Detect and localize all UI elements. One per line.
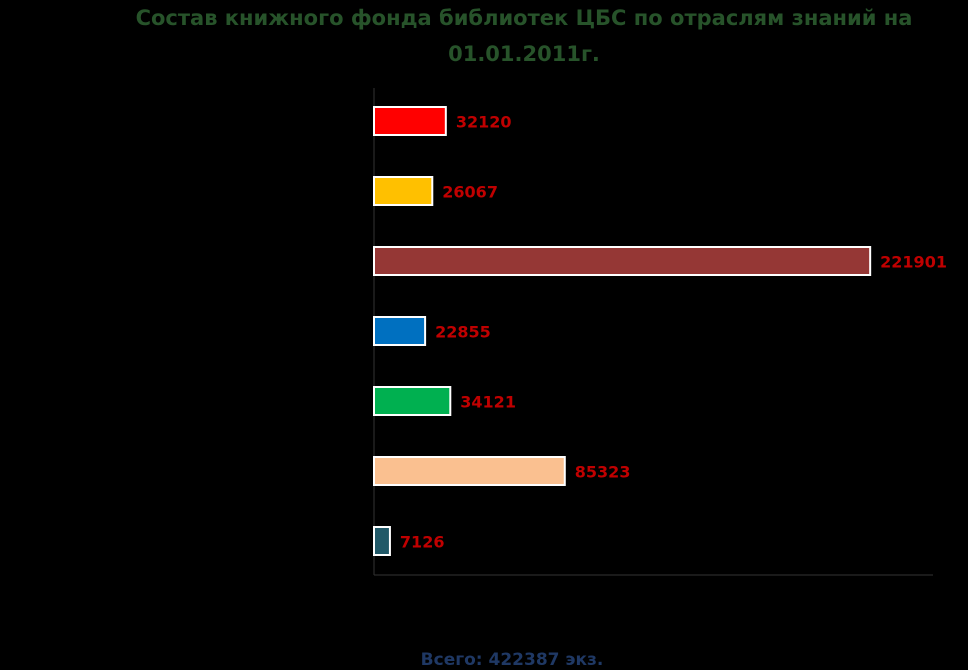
bar xyxy=(373,526,391,556)
data-label: 85323 xyxy=(575,463,631,482)
bar xyxy=(373,316,427,346)
data-label: 34121 xyxy=(460,393,516,412)
data-label: 32120 xyxy=(456,113,512,132)
chart-title: Состав книжного фонда библиотек ЦБС по о… xyxy=(135,6,913,66)
bar xyxy=(373,106,447,136)
data-label: 26067 xyxy=(442,183,498,202)
bar xyxy=(373,386,452,416)
bar xyxy=(373,176,434,206)
bar xyxy=(373,246,872,276)
footer: Всего: 422387 экз. xyxy=(420,650,604,670)
data-label: 22855 xyxy=(435,323,491,342)
bar xyxy=(373,456,566,486)
data-label: 7126 xyxy=(400,533,445,552)
chart: 32120 26067 221901 22855 34121 85323 7126 xyxy=(373,88,947,576)
data-label: 221901 xyxy=(880,253,947,272)
